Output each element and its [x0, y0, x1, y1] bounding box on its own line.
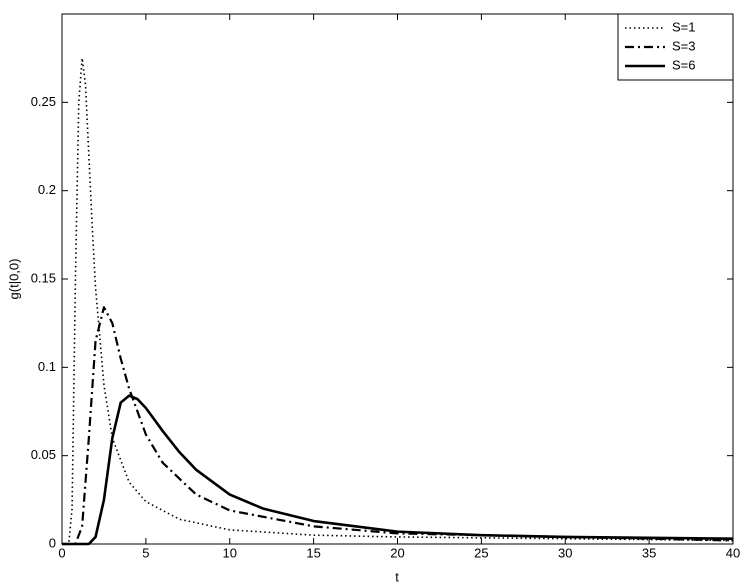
legend-box: [617, 13, 734, 81]
y-tick-label: 0.25: [31, 94, 56, 109]
series-line: [62, 394, 734, 546]
legend-label: S=1: [672, 19, 696, 34]
x-tick-label: 0: [58, 545, 65, 560]
series-line: [62, 306, 734, 546]
y-tick-label: 0: [49, 535, 56, 550]
x-tick-label: 30: [558, 545, 572, 560]
x-tick-label: 5: [142, 545, 149, 560]
y-tick-label: 0.15: [31, 270, 56, 285]
x-tick-label: 35: [642, 545, 656, 560]
x-tick-label: 15: [306, 545, 320, 560]
y-axis-label: g(t|0,0): [6, 259, 21, 300]
x-tick-label: 10: [223, 545, 237, 560]
x-tick-label: 40: [726, 545, 740, 560]
y-tick-label: 0.05: [31, 447, 56, 462]
plot-frame: [61, 13, 734, 545]
y-tick-label: 0.1: [38, 359, 56, 374]
x-tick-label: 20: [390, 545, 404, 560]
legend-label: S=3: [672, 38, 696, 53]
x-tick-label: 25: [474, 545, 488, 560]
legend-label: S=6: [672, 57, 696, 72]
y-tick-label: 0.2: [38, 182, 56, 197]
x-axis-label: t: [395, 569, 399, 584]
series-line: [62, 57, 734, 545]
